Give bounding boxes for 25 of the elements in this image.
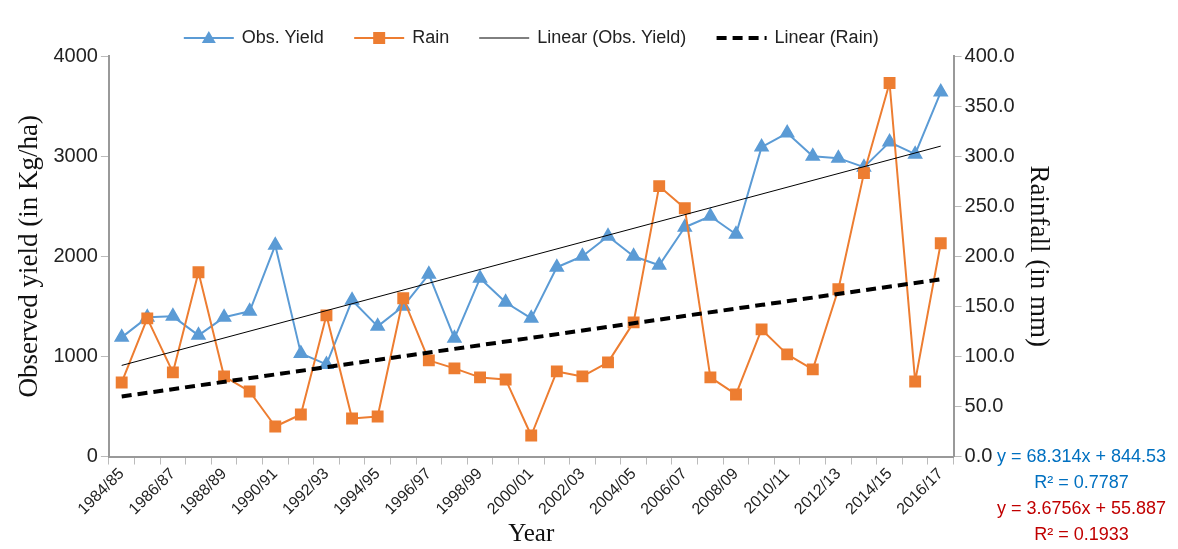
y2-tick-label: 400.0 <box>964 43 1015 66</box>
y-tick-label: 3000 <box>53 143 98 166</box>
y2-tick-label: 250.0 <box>964 193 1015 216</box>
legend-label: Linear (Obs. Yield) <box>537 26 687 47</box>
y-tick-label: 1000 <box>53 343 98 366</box>
y2-tick-label: 350.0 <box>964 93 1015 116</box>
y-tick-label: 0 <box>86 444 98 467</box>
y-tick-label: 2000 <box>53 243 98 266</box>
y2-tick-label: 50.0 <box>964 393 1004 416</box>
text: y = 68.314x + 844.53 <box>996 445 1167 466</box>
y2-tick-label: 150.0 <box>964 293 1015 316</box>
text: R² = 0.7787 <box>1034 471 1129 492</box>
legend-label: Rain <box>412 26 450 47</box>
y2-tick-label: 300.0 <box>964 143 1015 166</box>
y-tick-label: 4000 <box>53 43 98 66</box>
y2-tick-label: 200.0 <box>964 243 1015 266</box>
x-axis-title: Year <box>508 518 555 546</box>
y2-axis-title: Rainfall (in mm) <box>1024 165 1055 347</box>
legend-label: Linear (Rain) <box>774 26 879 47</box>
y-axis-title: Observed yield (in Kg/ha) <box>13 114 44 398</box>
y2-tick-label: 100.0 <box>964 343 1015 366</box>
text: y = 3.6756x + 55.887 <box>996 497 1167 518</box>
legend-label: Obs. Yield <box>241 26 324 47</box>
text: R² = 0.1933 <box>1034 523 1129 544</box>
y2-tick-label: 0.0 <box>964 444 993 467</box>
